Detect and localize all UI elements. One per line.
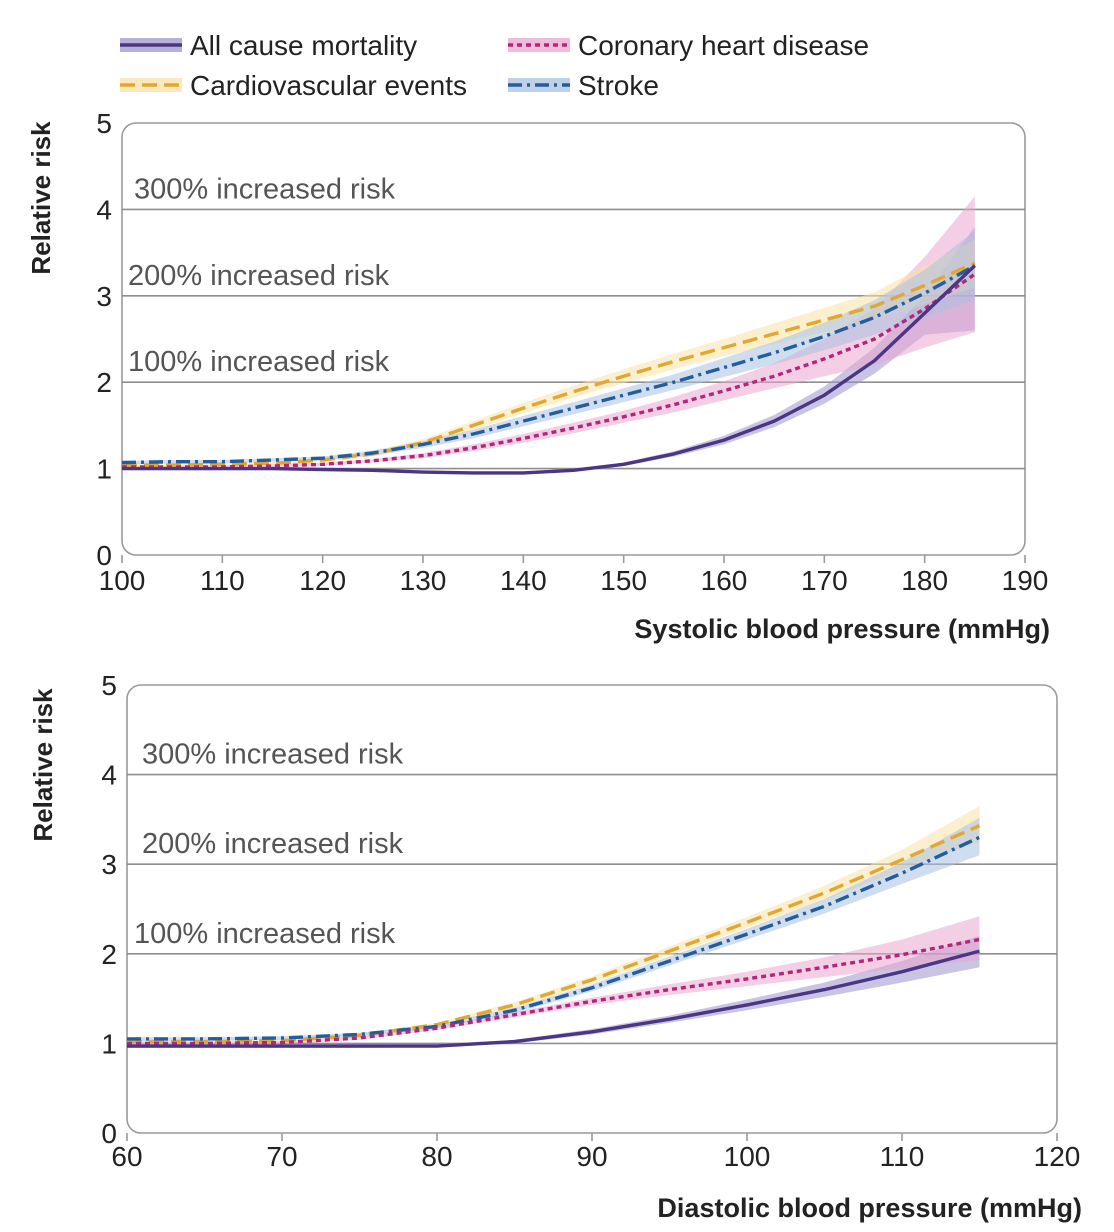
x-tick-label: 100 [724,1141,771,1172]
series-line-all-cause-mortality [122,264,976,475]
x-tick-label: 120 [299,565,346,596]
y-tick-label: 3 [96,281,112,312]
legend-label: Cardiovascular events [190,70,467,101]
y-axis-title: Relative risk [28,688,58,842]
legend-item-stroke: Stroke [508,70,659,101]
x-tick-label: 90 [576,1141,607,1172]
x-tick-label: 110 [880,1141,925,1172]
legend-item-cardiovascular-events: Cardiovascular events [120,70,467,101]
y-tick-label: 4 [101,760,117,791]
x-axis-title: Diastolic blood pressure (mmHg) [657,1193,1082,1223]
x-tick-label: 180 [901,565,948,596]
legend-label: Coronary heart disease [578,30,869,61]
series-line-coronary-heart-disease [122,272,976,469]
x-tick-label: 120 [1034,1141,1081,1172]
y-tick-label: 2 [101,939,117,970]
y-tick-label: 0 [101,1118,117,1149]
x-tick-label: 80 [421,1141,452,1172]
y-tick-label: 3 [101,849,117,880]
reference-label-4: 300% increased risk [134,173,396,205]
legend: All cause mortality Coronary heart diseas… [120,30,869,101]
series-line-cardiovascular-events [122,261,976,467]
reference-label-3: 200% increased risk [128,260,390,292]
legend-item-coronary-heart-disease: Coronary heart disease [508,30,869,61]
y-tick-label: 0 [96,540,112,571]
x-axis-title: Systolic blood pressure (mmHg) [634,614,1050,644]
plot-area [121,122,1026,556]
x-tick-label: 110 [200,565,245,596]
x-tick-label: 70 [266,1141,297,1172]
confidence-band-stroke [122,231,975,465]
reference-label-4: 300% increased risk [142,739,404,771]
x-tick-label: 100 [99,565,146,596]
legend-item-all-cause-mortality: All cause mortality [120,30,417,61]
legend-label: Stroke [578,70,659,101]
reference-label-2: 100% increased risk [134,918,396,950]
x-tick-label: 150 [600,565,647,596]
series-line-stroke [121,264,976,465]
confidence-band-stroke [127,817,980,1041]
y-tick-label: 5 [96,108,112,139]
y-tick-label: 2 [96,367,112,398]
x-tick-label: 190 [1002,565,1049,596]
legend-label: All cause mortality [190,30,417,61]
y-tick-label: 1 [96,454,112,485]
reference-label-2: 100% increased risk [128,346,390,378]
y-axis-title: Relative risk [26,121,56,275]
reference-label-3: 200% increased risk [142,828,404,860]
y-tick-label: 1 [101,1028,117,1059]
series-line-stroke [127,835,981,1041]
x-tick-label: 60 [111,1141,142,1172]
series-line-cardiovascular-events [127,824,981,1044]
y-tick-label: 4 [96,194,112,225]
x-tick-label: 170 [801,565,848,596]
x-tick-label: 160 [701,565,748,596]
x-tick-label: 140 [500,565,547,596]
series-line-all-cause-mortality [127,949,980,1048]
x-tick-label: 130 [400,565,447,596]
y-tick-label: 5 [101,670,117,701]
